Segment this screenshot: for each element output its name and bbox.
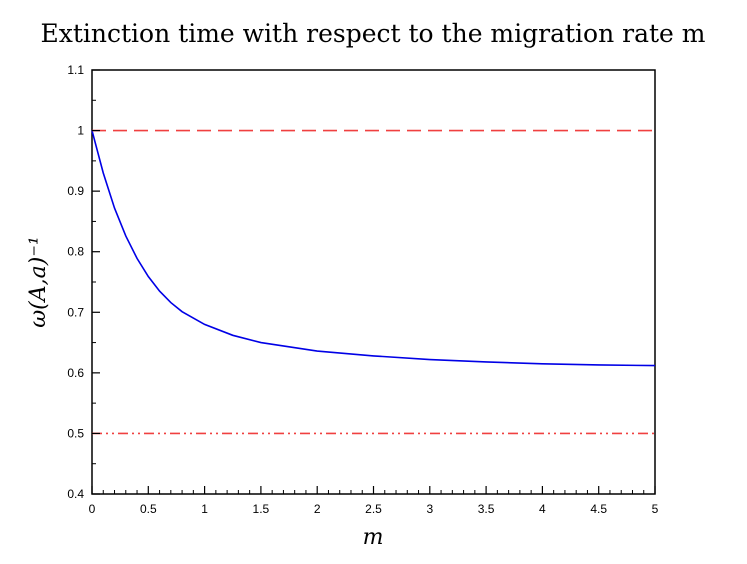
- x-tick-label: 2.5: [365, 502, 382, 516]
- series-layer: [91, 129, 656, 435]
- x-tick-label: 3.5: [478, 502, 495, 516]
- series-curve: [91, 130, 656, 367]
- plot-area: 0 0.5 1 1.5 2 2.5 3 3.5 4 4.5 5 0.4 0.5 0.6 0.7 0.8 0.9…: [67, 63, 658, 516]
- x-tick-label: 0: [89, 502, 96, 516]
- x-tick-label: 1.5: [253, 502, 270, 516]
- x-tick-label: 0.5: [140, 502, 157, 516]
- y-tick-label: 0.9: [67, 184, 84, 198]
- x-tick-label: 4: [539, 502, 546, 516]
- y-tick-label: 1: [77, 124, 84, 138]
- y-tick-label: 1.1: [67, 63, 84, 77]
- plot-frame: [91, 69, 656, 495]
- x-axis-label: m: [363, 525, 384, 550]
- y-tick-label: 0.7: [67, 305, 84, 319]
- x-tick-label: 3: [426, 502, 433, 516]
- y-tick-label: 0.8: [67, 245, 84, 259]
- x-tick-label: 4.5: [590, 502, 607, 516]
- y-axis-label: ω(A,a)⁻¹: [26, 236, 51, 328]
- x-axis: 0 0.5 1 1.5 2 2.5 3 3.5 4 4.5 5: [89, 486, 659, 516]
- y-tick-label: 0.4: [67, 487, 84, 501]
- y-tick-label: 0.5: [67, 426, 84, 440]
- y-axis: 0.4 0.5 0.6 0.7 0.8 0.9 1 1.1: [67, 63, 100, 501]
- y-tick-label: 0.6: [67, 366, 84, 380]
- x-tick-label: 5: [652, 502, 659, 516]
- chart-title: Extinction time with respect to the migr…: [41, 19, 706, 48]
- x-tick-label: 2: [314, 502, 321, 516]
- x-tick-label: 1: [201, 502, 208, 516]
